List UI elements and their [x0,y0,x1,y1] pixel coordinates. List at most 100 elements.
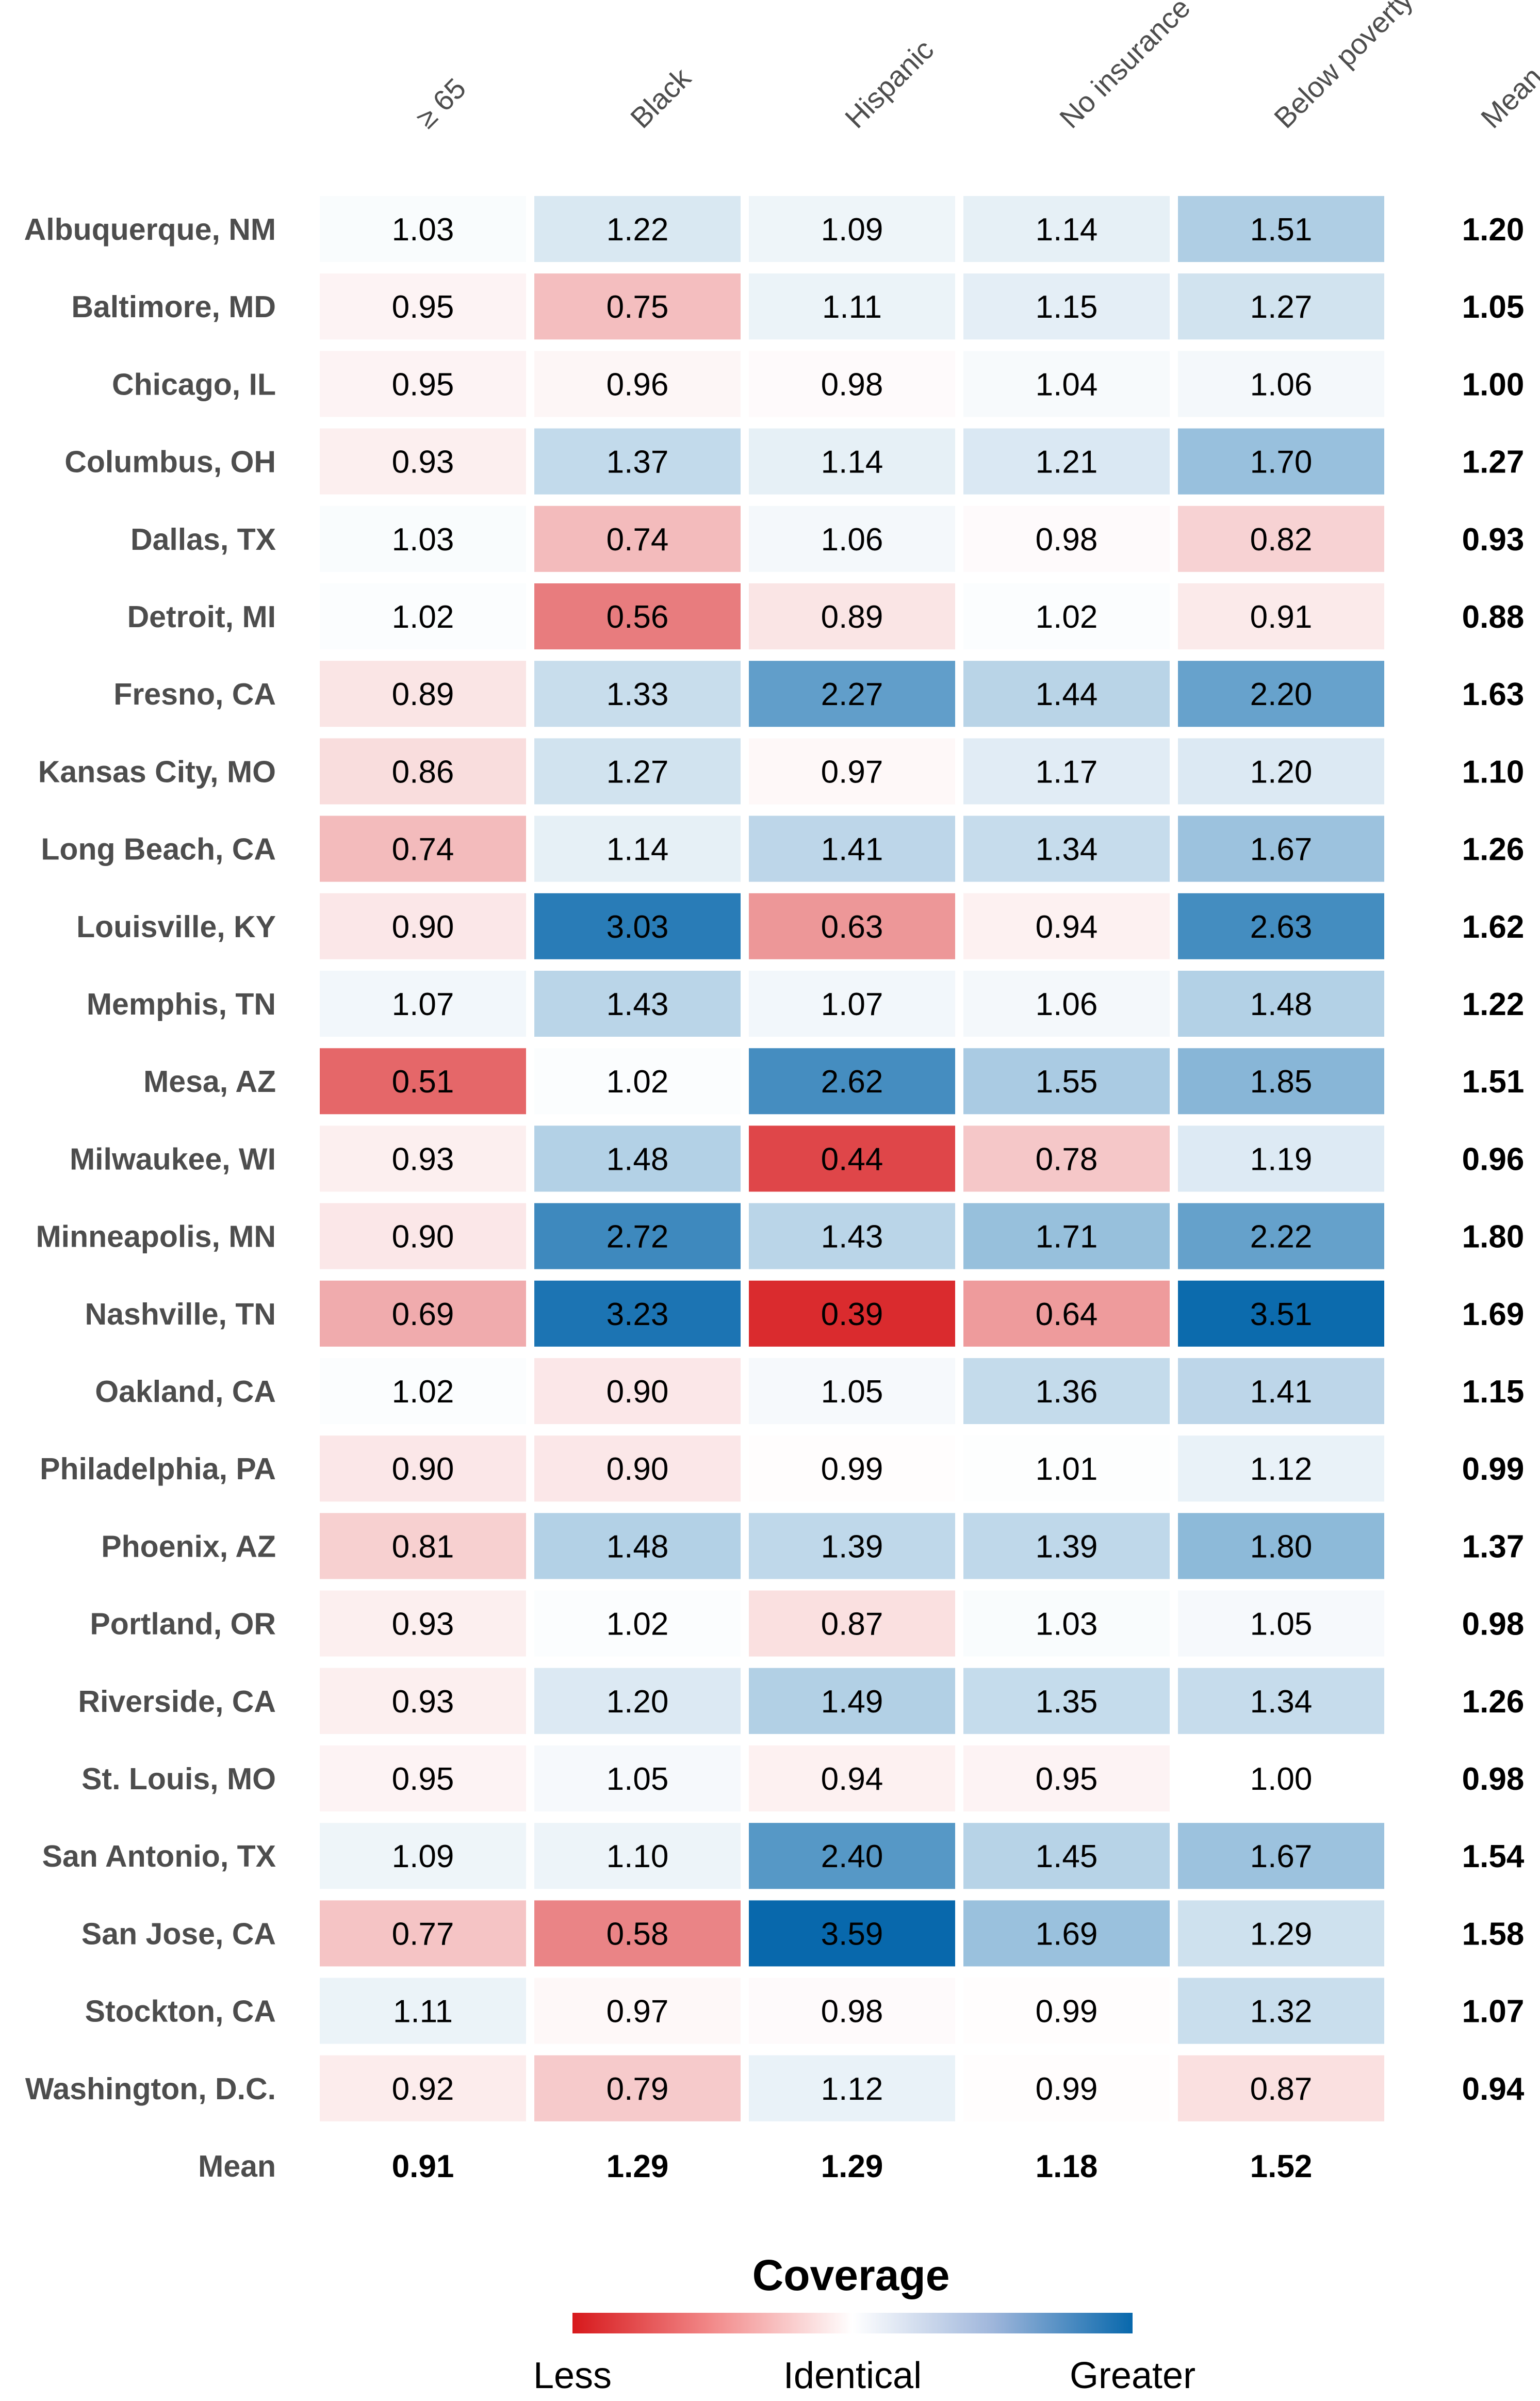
row-mean-value: 0.94 [1462,2071,1525,2107]
heatmap-cell [963,1435,1170,1502]
heatmap-cell [749,971,955,1037]
row-mean-value: 1.26 [1462,832,1525,868]
legend-label-greater: Greater [1070,2355,1195,2396]
heatmap-cell [963,661,1170,727]
heatmap-cell [534,1280,741,1347]
table-row: Memphis, TN 1.07 1.43 1.07 1.06 1.48 1.22 [87,971,1524,1037]
row-mean-value: 1.54 [1462,1839,1525,1874]
cell-value: 0.99 [821,1451,883,1487]
row-mean-value: 1.63 [1462,677,1525,712]
legend: Coverage Less Identical Greater [533,2251,1195,2396]
cell-value: 0.90 [392,1451,454,1487]
heatmap-cell [963,583,1170,649]
heatmap-cell [963,1978,1170,2044]
heatmap-cell [320,1435,526,1502]
heatmap-cell [749,1280,955,1347]
cell-value: 1.80 [1250,1529,1313,1564]
row-label: Chicago, IL [112,367,276,401]
heatmap-cell [534,505,741,572]
cell-value: 0.86 [392,754,454,790]
table-row: Dallas, TX 1.03 0.74 1.06 0.98 0.82 0.93 [130,505,1524,572]
column-header-mean: Mean [1475,60,1540,135]
heatmap-cell [534,1513,741,1579]
cell-value: 1.67 [1250,1839,1313,1874]
heatmap-cell [1178,1590,1384,1657]
cell-value: 0.95 [1036,1761,1098,1797]
table-row: San Jose, CA 0.77 0.58 3.59 1.69 1.29 1.58 [81,1900,1524,1967]
heatmap-cell [1178,351,1384,417]
heatmap-cell [749,661,955,727]
cell-value: 3.23 [607,1297,669,1332]
cell-value: 1.15 [1036,289,1098,325]
cell-value: 0.93 [392,1607,454,1642]
cell-value: 1.37 [607,445,669,480]
row-label: Oakland, CA [95,1375,276,1409]
cell-value: 0.77 [392,1916,454,1952]
row-label: Minneapolis, MN [36,1220,276,1254]
heatmap-cell [963,1668,1170,1734]
heatmap-cell [749,1590,955,1657]
heatmap-cell [320,196,526,262]
cell-value: 0.74 [392,832,454,868]
cell-value: 0.98 [821,367,883,402]
heatmap-cell [963,2055,1170,2121]
legend-colorbar [572,2313,1133,2333]
heatmap-cell [749,1900,955,1967]
heatmap-cell [963,1745,1170,1811]
cell-value: 0.64 [1036,1297,1098,1332]
row-label: Detroit, MI [127,600,276,634]
row-mean-value: 0.98 [1462,1607,1525,1642]
cell-value: 1.12 [1250,1451,1313,1487]
cell-value: 2.63 [1250,909,1313,945]
heatmap-cell [1178,1900,1384,1967]
heatmap-cell [749,351,955,417]
heatmap-cell [534,1978,741,2044]
cell-value: 1.01 [1036,1451,1098,1487]
column-headers: ≥ 65 Black Hispanic No insurance Below pover… [409,0,1540,134]
cell-value: 1.07 [392,987,454,1022]
row-mean-value: 1.51 [1462,1064,1525,1100]
cell-value: 2.72 [607,1219,669,1255]
cell-value: 1.03 [1036,1607,1098,1642]
column-header: No insurance [1053,0,1197,134]
cell-value: 0.97 [607,1994,669,2030]
heatmap-cell [320,505,526,572]
row-mean-value: 1.62 [1462,909,1525,945]
cell-value: 0.98 [1036,522,1098,558]
heatmap-cell [320,1668,526,1734]
heatmap-cell [1178,815,1384,882]
cell-value: 1.12 [821,2071,883,2107]
cell-value: 0.95 [392,1761,454,1797]
mean-row-label: Mean [198,2149,276,2183]
cell-value: 1.43 [821,1219,883,1255]
row-label: Washington, D.C. [25,2072,276,2106]
column-header: Below poverty [1268,0,1419,134]
column-header: ≥ 65 [409,72,472,134]
cell-value: 1.39 [821,1529,883,1564]
table-row: Nashville, TN 0.69 3.23 0.39 0.64 3.51 1.69 [85,1280,1524,1347]
cell-value: 0.89 [821,599,883,635]
cell-value: 1.02 [392,599,454,635]
heatmap-cell [963,1048,1170,1115]
cell-value: 1.05 [607,1761,669,1797]
heatmap-cell [963,1590,1170,1657]
row-label: Columbus, OH [64,445,276,479]
heatmap-cell [534,738,741,805]
heatmap-cell [534,1745,741,1811]
heatmap-cell [1178,1048,1384,1115]
row-mean-value: 0.88 [1462,599,1525,635]
heatmap-cell [534,1203,741,1269]
row-label: San Antonio, TX [42,1839,276,1873]
cell-value: 1.06 [821,522,883,558]
table-row: Riverside, CA 0.93 1.20 1.49 1.35 1.34 1.26 [78,1668,1524,1734]
row-mean-value: 0.96 [1462,1141,1525,1177]
legend-title: Coverage [752,2251,950,2299]
cell-value: 3.03 [607,909,669,945]
legend-label-identical: Identical [783,2355,922,2396]
table-row: Detroit, MI 1.02 0.56 0.89 1.02 0.91 0.88 [127,583,1525,649]
cell-value: 1.19 [1250,1141,1313,1177]
row-mean-value: 1.05 [1462,289,1525,325]
cell-value: 1.45 [1036,1839,1098,1874]
heatmap-cell [534,893,741,959]
heatmap-cell [1178,2055,1384,2121]
